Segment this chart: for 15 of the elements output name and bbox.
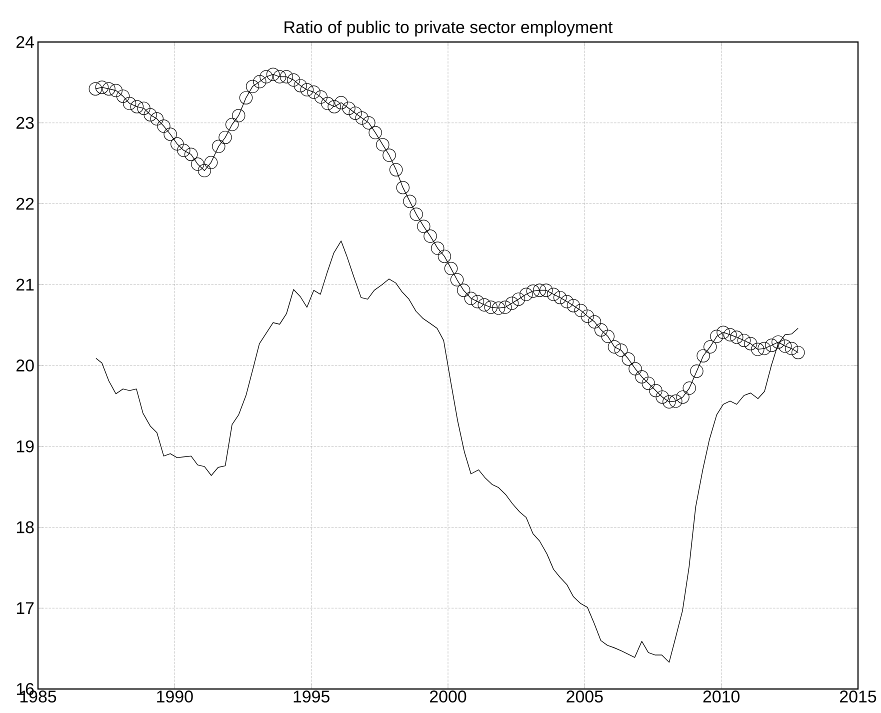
y-tick-label: 19 (16, 440, 34, 452)
y-tick-label: 21 (16, 278, 34, 291)
y-tick-label: 17 (16, 602, 34, 614)
y-tick-label: 24 (16, 36, 34, 48)
x-tick-label: 2000 (430, 690, 466, 703)
y-tick-label: 22 (16, 198, 34, 210)
y-tick-label: 18 (16, 521, 34, 534)
y-tick-label: 20 (16, 360, 34, 372)
x-tick-label: 1995 (294, 690, 330, 703)
x-tick-label: 2005 (566, 690, 603, 703)
x-tick-label: 1990 (157, 690, 193, 703)
x-tick-label: 2010 (703, 690, 740, 703)
x-tick-label: 2015 (840, 690, 876, 703)
y-tick-label: 23 (16, 116, 34, 129)
chart-title: Ratio of public to private sector employment (284, 20, 613, 36)
